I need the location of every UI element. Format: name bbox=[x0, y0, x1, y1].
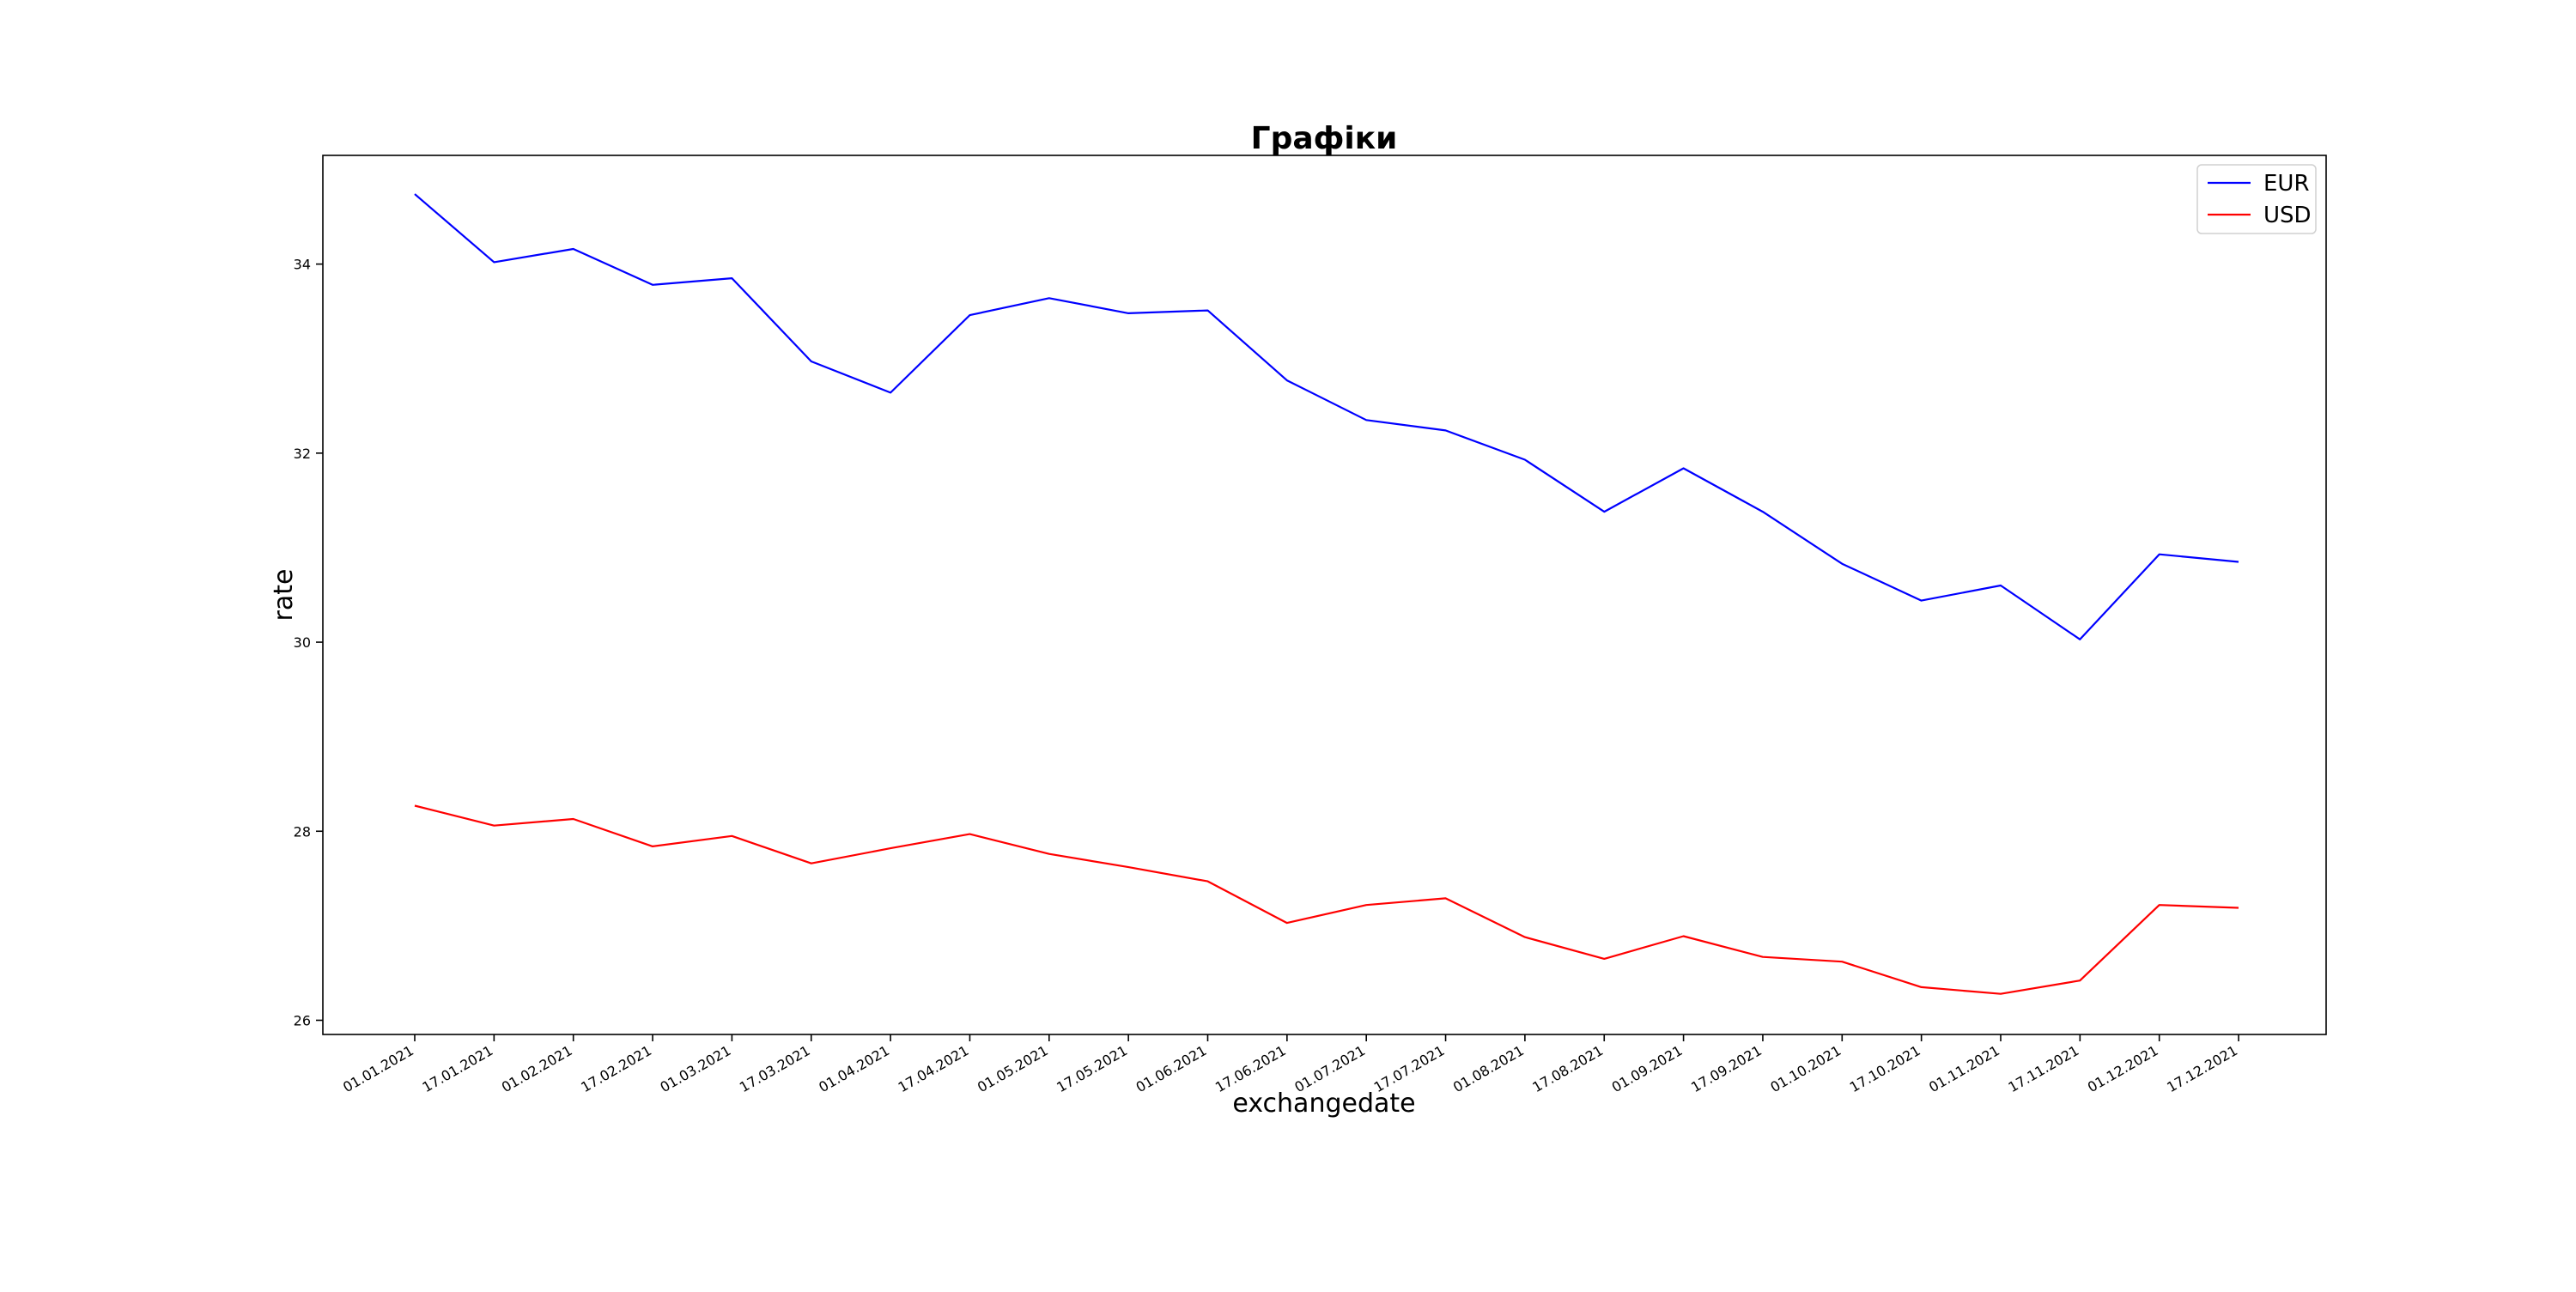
x-axis: 01.01.2021 17.01.2021 01.02.2021 17.02.2021… bbox=[340, 1034, 2240, 1095]
x-tick-label: 01.08.2021 bbox=[1450, 1042, 1527, 1095]
x-tick-label: 01.12.2021 bbox=[2085, 1042, 2161, 1095]
series-line-usd bbox=[414, 804, 2239, 995]
y-tick-label: 34 bbox=[294, 257, 311, 273]
x-tick-label: 17.05.2021 bbox=[1054, 1042, 1130, 1095]
plot-content bbox=[414, 193, 2239, 995]
x-tick-label: 17.08.2021 bbox=[1529, 1042, 1606, 1095]
plot-frame bbox=[322, 155, 2327, 1035]
x-tick-label: 01.05.2021 bbox=[975, 1042, 1051, 1095]
x-tick-label: 17.10.2021 bbox=[1847, 1042, 1923, 1095]
y-tick-label: 28 bbox=[294, 823, 311, 840]
x-tick-label: 01.09.2021 bbox=[1609, 1042, 1686, 1095]
x-tick-label: 17.03.2021 bbox=[737, 1042, 813, 1095]
x-tick-label: 01.03.2021 bbox=[658, 1042, 734, 1095]
x-tick-label: 01.01.2021 bbox=[340, 1042, 416, 1095]
x-tick-label: 17.06.2021 bbox=[1212, 1042, 1289, 1095]
x-tick-label: 01.06.2021 bbox=[1133, 1042, 1210, 1095]
y-axis-label: rate bbox=[269, 569, 299, 622]
x-tick-label: 17.02.2021 bbox=[578, 1042, 654, 1095]
legend-label-eur: EUR bbox=[2263, 171, 2310, 197]
legend: EUR USD bbox=[2196, 164, 2317, 234]
x-tick-label: 01.07.2021 bbox=[1291, 1042, 1368, 1095]
series-line-eur bbox=[414, 193, 2239, 640]
x-tick-label: 17.07.2021 bbox=[1371, 1042, 1448, 1095]
y-axis: 26 28 30 32 34 bbox=[294, 257, 323, 1028]
x-tick-label: 17.09.2021 bbox=[1688, 1042, 1765, 1095]
x-tick-label: 17.12.2021 bbox=[2164, 1042, 2240, 1095]
x-tick-label: 01.11.2021 bbox=[1926, 1042, 2002, 1095]
chart-title: Графіки bbox=[1251, 121, 1398, 156]
x-tick-label: 01.02.2021 bbox=[499, 1042, 575, 1095]
y-tick-label: 32 bbox=[294, 446, 311, 462]
y-tick-label: 26 bbox=[294, 1012, 311, 1028]
x-axis-label: exchangedate bbox=[1232, 1089, 1415, 1119]
x-tick-label: 17.04.2021 bbox=[896, 1042, 972, 1095]
x-tick-label: 01.10.2021 bbox=[1767, 1042, 1844, 1095]
y-tick-label: 30 bbox=[294, 634, 311, 651]
legend-label-usd: USD bbox=[2263, 203, 2312, 228]
x-tick-label: 17.11.2021 bbox=[2006, 1042, 2082, 1095]
x-tick-label: 01.04.2021 bbox=[816, 1042, 892, 1095]
x-tick-label: 17.01.2021 bbox=[420, 1042, 496, 1095]
